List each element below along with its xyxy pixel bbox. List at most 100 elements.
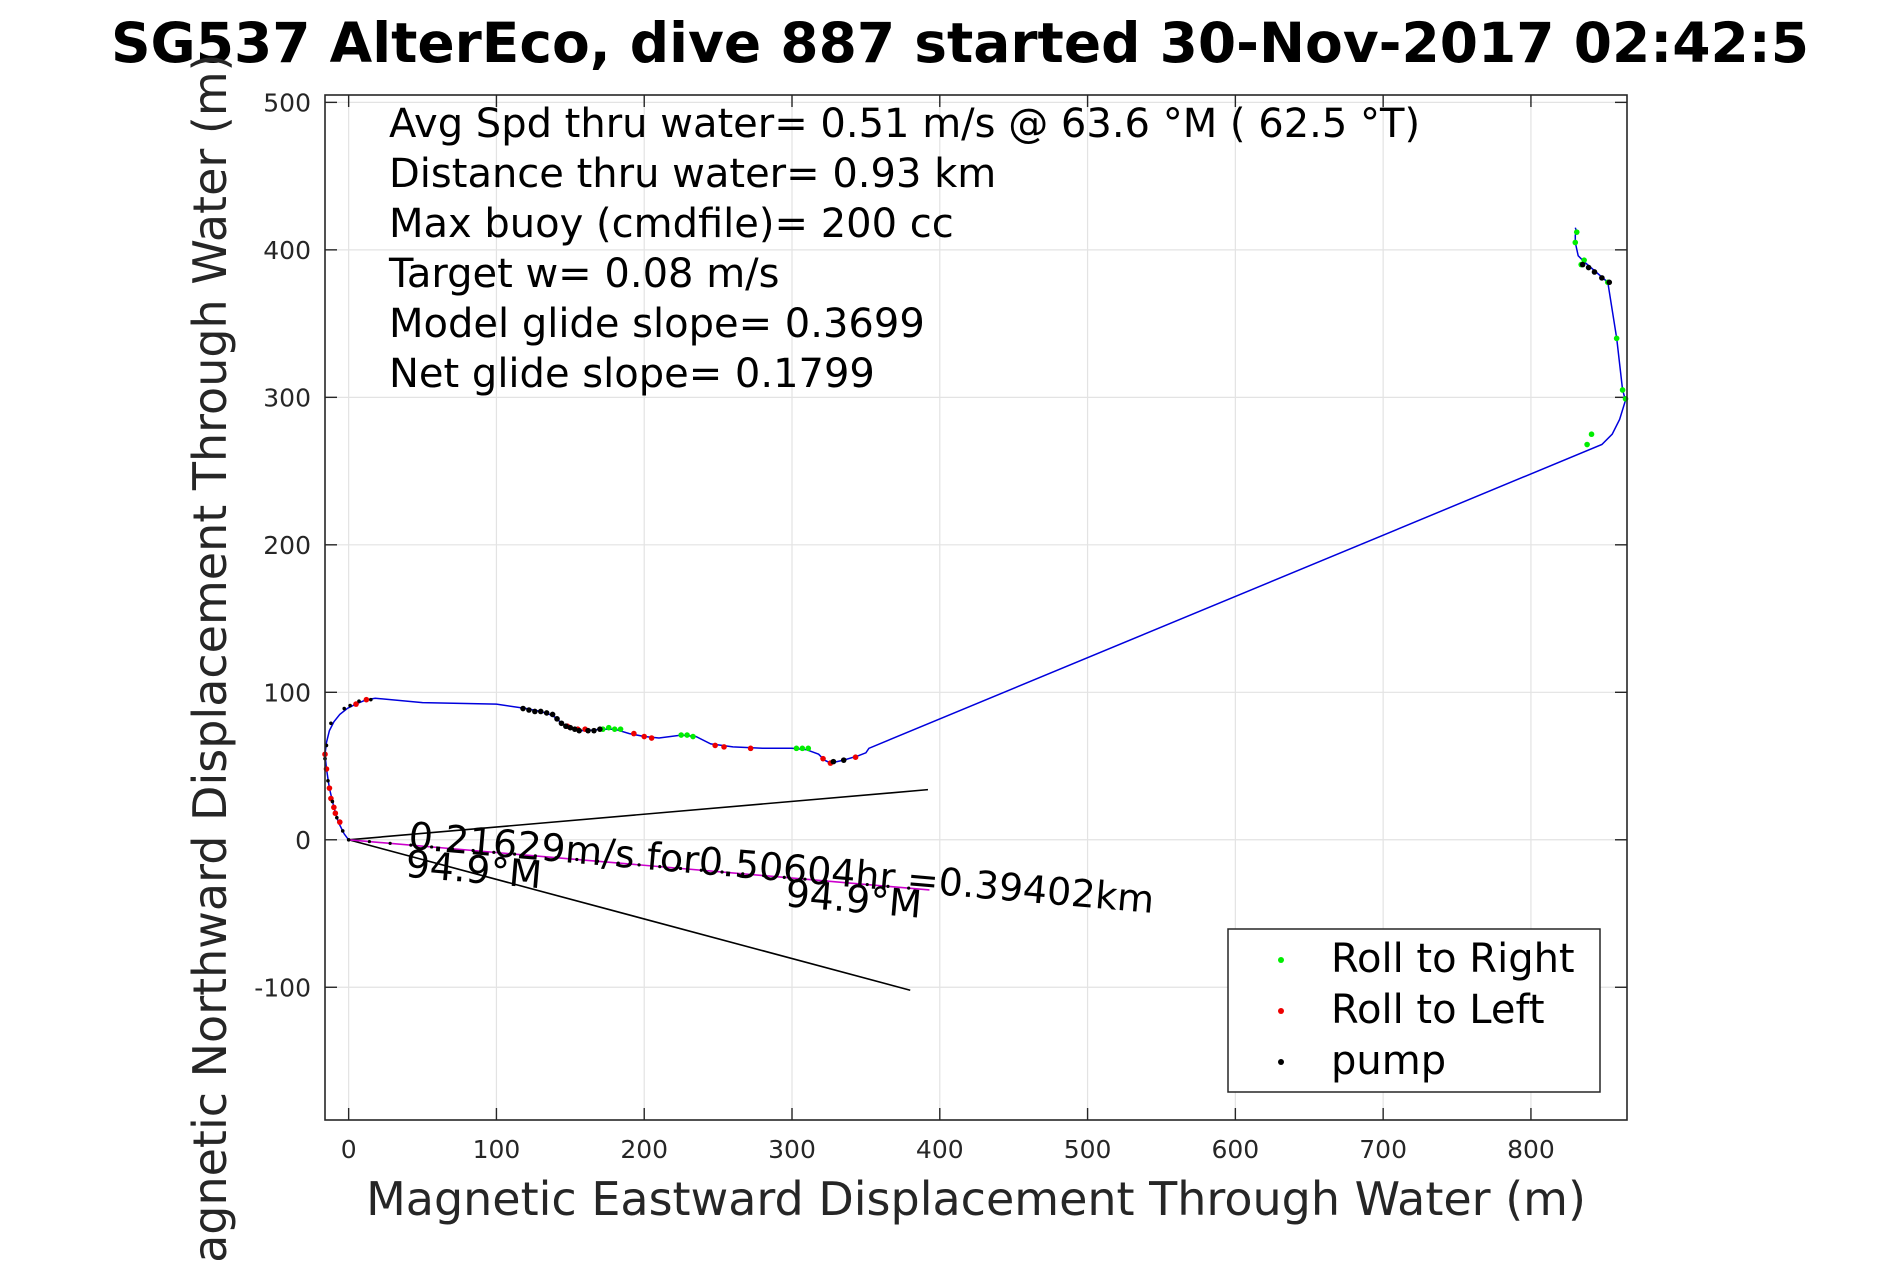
heading-line-lower — [348, 839, 911, 991]
roll-left-point — [852, 754, 859, 760]
legend: Roll to Right Roll to Left pump — [1227, 928, 1601, 1093]
current-vector-point — [865, 882, 869, 887]
x-tick-label: 600 — [1212, 1135, 1260, 1164]
roll-right-point — [690, 733, 696, 740]
y-tick-label: 100 — [263, 678, 311, 707]
info-line: Avg Spd thru water= 0.51 m/s @ 63.6 °M (… — [389, 101, 1420, 147]
roll-right-point — [1588, 431, 1595, 438]
roll-left-point — [326, 785, 333, 791]
info-box: Avg Spd thru water= 0.51 m/s @ 63.6 °M (… — [388, 101, 1420, 397]
roll-right-point — [611, 726, 618, 732]
pump-point — [348, 703, 352, 708]
pump-point — [571, 726, 578, 732]
pump-point — [1606, 279, 1613, 286]
current-vector-point — [492, 850, 496, 854]
roll-right-point — [1613, 335, 1620, 342]
roll-left-point — [721, 744, 727, 750]
y-tick-label: 0 — [295, 826, 311, 855]
y-tick-label: 400 — [263, 236, 311, 265]
pump-point — [554, 716, 560, 722]
current-vector-point — [637, 863, 641, 867]
pump-point — [520, 705, 526, 712]
current-vector-point — [554, 856, 558, 860]
legend-box — [1227, 928, 1601, 1093]
info-line: Max buoy (cmdfile)= 200 cc — [389, 201, 954, 247]
chart-title: SG537 AlterEco, dive 887 started 30-Nov-… — [111, 11, 1809, 75]
legend-label-roll-left: Roll to Left — [1331, 987, 1545, 1033]
current-vector-point — [471, 848, 475, 853]
roll-right-point — [678, 732, 684, 738]
current-vector-point — [782, 875, 786, 879]
x-tick-label: 300 — [768, 1135, 816, 1164]
current-vector-point — [388, 841, 392, 845]
current-vector-point — [595, 859, 600, 863]
pump-point — [537, 708, 544, 715]
current-vector-point — [409, 843, 413, 847]
current-vector-point — [658, 865, 662, 869]
roll-right-point — [1581, 257, 1587, 263]
pump-point — [1599, 275, 1605, 281]
info-line: Target w= 0.08 m/s — [388, 251, 779, 297]
current-vector-point — [367, 839, 371, 844]
roll-left-point — [648, 735, 655, 741]
roll-right-point — [1573, 229, 1580, 235]
pump-point — [342, 706, 347, 711]
legend-label-roll-right: Roll to Right — [1331, 936, 1575, 982]
roll-left-point — [747, 745, 754, 752]
current-vector-point — [575, 857, 579, 862]
pump-point — [369, 697, 373, 702]
legend-marker-pump — [1278, 1059, 1284, 1065]
pump-point — [335, 815, 339, 820]
x-tick-label: 500 — [1064, 1135, 1112, 1164]
roll-right-point — [793, 745, 800, 752]
current-vector-point — [699, 868, 703, 872]
current-vector-point — [450, 847, 454, 851]
current-vector-point — [886, 884, 890, 888]
y-axis-label: Magnetic Northward Displacement Through … — [183, 53, 237, 1260]
current-vector-point — [824, 879, 828, 883]
roll-left-point — [641, 733, 648, 740]
pump-point — [340, 829, 345, 833]
roll-right-point — [1619, 387, 1626, 393]
current-vector-point — [720, 870, 724, 874]
roll-left-point — [332, 810, 339, 817]
pump-point — [549, 711, 556, 718]
roll-left-point — [712, 742, 718, 749]
pump-point — [585, 727, 591, 734]
pump-point — [1591, 269, 1598, 275]
x-tick-label: 200 — [620, 1135, 668, 1164]
roll-right-point — [605, 724, 612, 731]
legend-label-pump: pump — [1331, 1038, 1446, 1084]
current-vector-point — [430, 845, 434, 849]
roll-left-point — [631, 730, 637, 737]
current-vector-point — [678, 866, 683, 871]
x-tick-label: 700 — [1359, 1135, 1407, 1164]
x-tick-label: 800 — [1507, 1135, 1555, 1164]
pump-point — [576, 727, 582, 734]
pump-point — [329, 721, 333, 726]
y-tick-label: 500 — [263, 88, 311, 117]
pump-point — [591, 727, 597, 734]
x-axis-label: Magnetic Eastward Displacement Through W… — [366, 1172, 1586, 1226]
y-tick-label: 300 — [263, 383, 311, 412]
roll-right-point — [805, 745, 812, 752]
current-vector-point — [512, 852, 517, 856]
info-line: Model glide slope= 0.3699 — [389, 301, 925, 347]
pump-point — [330, 799, 335, 804]
roll-left-point — [363, 696, 370, 703]
x-tick-label: 0 — [341, 1135, 357, 1164]
pump-point — [563, 723, 569, 730]
x-tick-label: 100 — [473, 1135, 521, 1164]
info-line: Net glide slope= 0.1799 — [389, 351, 875, 397]
current-vector-point — [616, 861, 620, 865]
pump-point — [1585, 264, 1592, 271]
current-vector-point — [803, 877, 807, 881]
current-vector-point — [761, 874, 766, 878]
roll-left-point — [353, 701, 359, 707]
y-tick-label: 200 — [263, 531, 311, 560]
roll-right-point — [617, 726, 624, 732]
pump-point — [357, 699, 361, 703]
current-vector-point — [533, 854, 537, 858]
